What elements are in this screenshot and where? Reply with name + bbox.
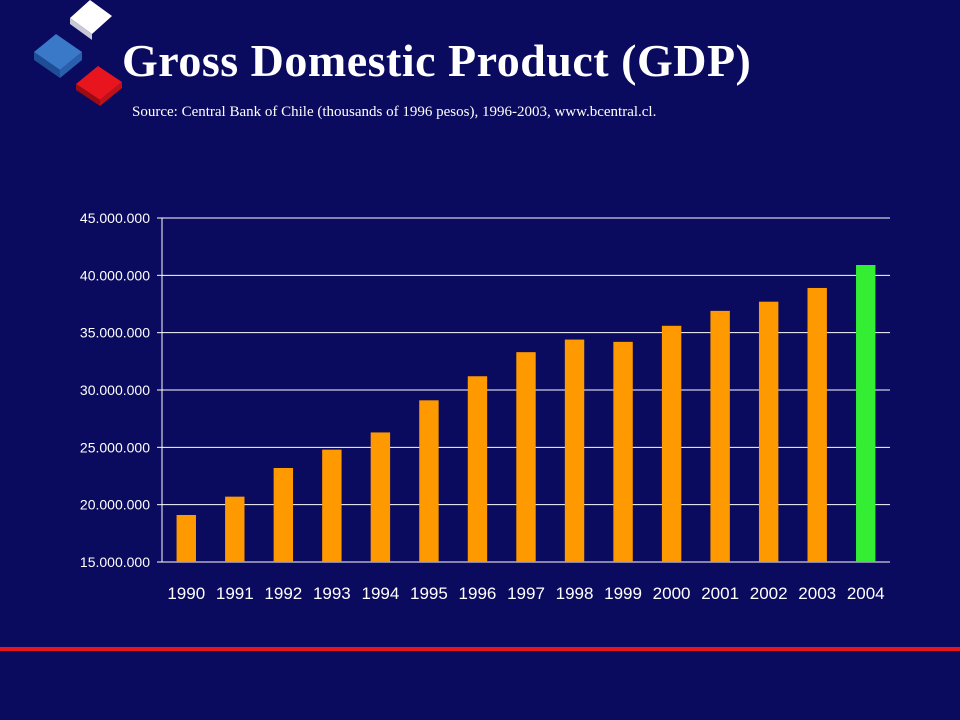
y-tick-label: 15.000.000 [80, 554, 150, 570]
bar-1999 [613, 341, 633, 562]
x-tick-label: 1992 [264, 584, 302, 603]
bar-1997 [516, 352, 536, 562]
x-tick-label: 1996 [459, 584, 497, 603]
x-tick-label: 1999 [604, 584, 642, 603]
source-subtitle: Source: Central Bank of Chile (thousands… [132, 104, 657, 120]
logo-cubes [34, 0, 122, 106]
bar-2001 [710, 310, 730, 562]
y-tick-label: 40.000.000 [80, 267, 150, 283]
x-tick-label: 2002 [750, 584, 788, 603]
x-tick-label: 1994 [361, 584, 399, 603]
y-tick-label: 20.000.000 [80, 497, 150, 513]
bar-1990 [176, 514, 196, 562]
x-tick-label: 1990 [167, 584, 205, 603]
bar-1993 [322, 449, 342, 562]
y-tick-label: 25.000.000 [80, 439, 150, 455]
bar-1996 [467, 376, 488, 562]
footer-accent-line [0, 647, 960, 651]
x-tick-label: 2003 [798, 584, 836, 603]
x-tick-label: 1991 [216, 584, 254, 603]
x-tick-label: 1993 [313, 584, 351, 603]
bar-2003 [807, 287, 827, 562]
page-title: Gross Domestic Product (GDP) [122, 35, 752, 86]
bar-1991 [225, 496, 245, 562]
x-tick-label: 1995 [410, 584, 448, 603]
y-tick-label: 35.000.000 [80, 325, 150, 341]
y-tick-label: 30.000.000 [80, 382, 150, 398]
x-tick-label: 1998 [556, 584, 594, 603]
x-tick-label: 2000 [653, 584, 691, 603]
x-tick-label: 2001 [701, 584, 739, 603]
bar-2004 [856, 265, 876, 562]
x-tick-label: 2004 [847, 584, 885, 603]
bar-2002 [758, 301, 779, 562]
bar-2000 [661, 325, 682, 562]
bar-1994 [370, 432, 391, 562]
bar-1995 [419, 400, 439, 562]
x-tick-label: 1997 [507, 584, 545, 603]
y-tick-label: 45.000.000 [80, 210, 150, 226]
bar-1992 [273, 467, 294, 562]
bar-1998 [564, 339, 585, 562]
